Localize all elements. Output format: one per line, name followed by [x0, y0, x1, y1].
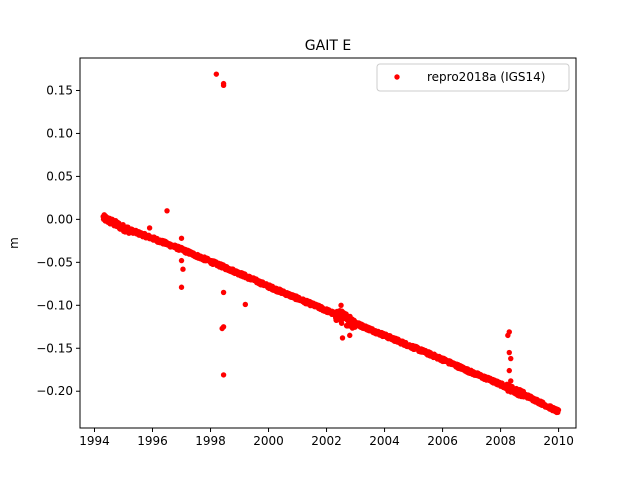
- x-tick-label: 2004: [369, 434, 400, 448]
- data-point-outlier: [508, 355, 514, 362]
- data-point-outlier: [242, 301, 249, 308]
- y-axis-label: m: [7, 237, 21, 249]
- x-tick-label: 2008: [485, 434, 516, 448]
- data-layer: [100, 71, 562, 416]
- data-point-outlier: [220, 289, 227, 296]
- y-axis: −0.20 −0.15 −0.10 −0.05 0.00 0.05 0.10 0.15: [36, 83, 80, 398]
- x-tick-label: 1996: [137, 434, 168, 448]
- data-point-outlier: [178, 257, 185, 264]
- data-point-outlier: [146, 225, 153, 231]
- y-tick-label: 0.05: [46, 169, 73, 183]
- y-tick-label: 0.10: [46, 126, 73, 140]
- legend-box: [376, 63, 570, 92]
- x-axis: 1994 1996 1998 2000 2002 2004 2006 2008 2010: [79, 428, 574, 448]
- y-tick-label: 0.15: [46, 83, 73, 97]
- data-point-outlier: [506, 367, 512, 374]
- y-tick-label: −0.20: [36, 384, 73, 398]
- legend-label: repro2018a (IGS14): [427, 70, 545, 84]
- chart-title: GAIT E: [305, 38, 351, 54]
- x-tick-label: 1994: [79, 434, 110, 448]
- data-point-outlier: [339, 335, 346, 341]
- y-tick-label: −0.05: [36, 255, 73, 269]
- data-point-outlier: [220, 82, 227, 89]
- data-point-outlier: [180, 266, 186, 272]
- x-tick-label: 2000: [253, 434, 284, 448]
- data-point: [555, 407, 562, 413]
- legend: repro2018a (IGS14): [376, 63, 570, 92]
- plot-area-frame: [79, 57, 577, 429]
- data-point-outlier: [508, 378, 514, 384]
- data-point-outlier: [178, 235, 185, 241]
- data-point-outlier: [219, 325, 225, 332]
- x-tick-label: 2010: [543, 434, 574, 448]
- x-tick-label: 2006: [427, 434, 458, 448]
- y-tick-label: −0.15: [36, 341, 73, 355]
- data-point-outlier: [338, 302, 344, 308]
- data-point-outlier: [178, 284, 185, 290]
- data-point-outlier: [164, 208, 170, 214]
- data-point-outlier: [220, 372, 227, 378]
- y-tick-label: −0.10: [36, 298, 73, 312]
- data-point-outlier: [506, 349, 512, 356]
- data-point-outlier: [347, 332, 353, 339]
- data-point-outlier: [505, 332, 511, 339]
- data-point: [338, 320, 345, 326]
- data-point-outlier: [213, 71, 220, 77]
- y-tick-label: 0.00: [46, 212, 73, 226]
- x-tick-label: 2002: [311, 434, 342, 448]
- legend-marker: [394, 74, 400, 80]
- x-tick-label: 1998: [195, 434, 226, 448]
